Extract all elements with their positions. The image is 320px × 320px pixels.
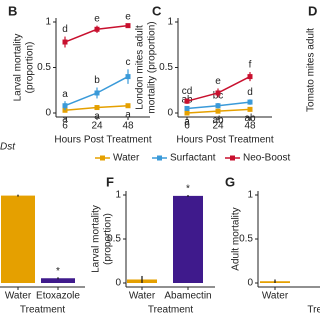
x-tick-label: 48: [122, 121, 134, 132]
significance-letter: cd: [182, 86, 193, 97]
legend-label: Water: [113, 153, 140, 164]
legend-swatch: [157, 155, 162, 161]
y-axis-label: Larval mortality: [13, 34, 24, 102]
y-tick-label: 0: [115, 278, 121, 289]
significance-mark: *: [186, 184, 190, 195]
y-axis-label: London mites adult: [135, 25, 146, 110]
significance-letter: d: [247, 87, 253, 98]
x-axis-label: Hours Post Treatment: [54, 135, 151, 146]
y-tick-label: 0: [247, 278, 253, 289]
significance-letter: a: [62, 89, 68, 100]
cropped-text: Dst: [0, 142, 16, 153]
significance-letter: a: [125, 109, 131, 120]
significance-letter: a: [94, 111, 100, 122]
significance-letter: ab: [212, 115, 224, 126]
x-tick-label: Etoxazole: [36, 291, 80, 302]
legend-label: Surfactant: [170, 153, 216, 164]
panel-label: B: [8, 3, 17, 18]
y-axis-label: (proportion): [25, 42, 36, 94]
x-tick-label: Water: [129, 291, 156, 302]
point: [94, 26, 100, 32]
y-axis-label: (proportion): [103, 213, 114, 265]
y-tick-label: 0.5: [107, 234, 121, 245]
point: [125, 74, 131, 80]
y-tick-label: 0.5: [239, 234, 253, 245]
panel-label: G: [225, 174, 235, 189]
significance-letter: ab: [244, 113, 256, 124]
point: [184, 110, 190, 116]
point: [247, 74, 253, 80]
point: [94, 105, 100, 111]
y-tick-label: 1: [45, 17, 51, 28]
significance-letter: f: [249, 60, 252, 71]
significance-letter: e: [125, 11, 131, 22]
point: [247, 99, 253, 105]
panel-label: D: [308, 3, 317, 18]
legend-swatch: [230, 155, 235, 161]
x-tick-label: 24: [91, 121, 103, 132]
x-tick-label: 24: [212, 121, 224, 132]
x-tick-label: 48: [244, 121, 256, 132]
significance-mark: *: [56, 266, 60, 277]
y-axis-label: Larval mortality: [91, 205, 102, 273]
y-axis-label: Adult mortality: [231, 207, 242, 270]
point: [184, 98, 190, 104]
significance-letter: e: [215, 76, 221, 87]
x-axis-label: Treatment: [148, 305, 193, 316]
point: [184, 105, 190, 111]
x-tick-label: Water: [5, 291, 32, 302]
x-tick-label: 6: [184, 121, 190, 132]
x-axis-label: Treatment: [307, 305, 320, 316]
point: [247, 106, 253, 112]
bar: [41, 278, 75, 283]
x-tick-label: Abamectin: [164, 291, 211, 302]
y-axis-label: Tomato mites adult: [306, 28, 317, 112]
y-axis-label: mortality (proportion): [147, 21, 158, 113]
panel-label: C: [152, 3, 162, 18]
significance-letter: a: [62, 114, 68, 125]
y-tick-label: 0: [167, 108, 173, 119]
point: [62, 103, 68, 109]
y-tick-label: 0.5: [37, 62, 51, 73]
y-tick-label: 0.5: [159, 62, 173, 73]
legend-swatch: [100, 155, 105, 161]
x-axis-label: Hours Post Treatment: [176, 135, 273, 146]
point: [215, 103, 221, 109]
bar: [173, 195, 203, 283]
x-axis-label: Treatment: [20, 305, 65, 316]
panel-label: F: [106, 174, 114, 189]
y-tick-label: 1: [247, 190, 253, 201]
point: [62, 39, 68, 45]
bar: [1, 195, 35, 283]
y-tick-label: 1: [115, 190, 121, 201]
significance-letter: b: [94, 75, 100, 86]
y-tick-label: 1: [167, 17, 173, 28]
point: [215, 108, 221, 114]
point: [94, 90, 100, 96]
legend-label: Neo-Boost: [243, 153, 290, 164]
y-tick-label: 0: [45, 108, 51, 119]
x-tick-label: 6: [62, 121, 68, 132]
point: [125, 103, 131, 109]
point: [215, 90, 221, 96]
significance-letter: c: [126, 57, 131, 68]
significance-letter: e: [94, 13, 100, 24]
x-tick-label: Water: [262, 291, 289, 302]
point: [125, 23, 131, 29]
significance-letter: d: [62, 24, 68, 35]
significance-letter: a: [184, 117, 190, 128]
